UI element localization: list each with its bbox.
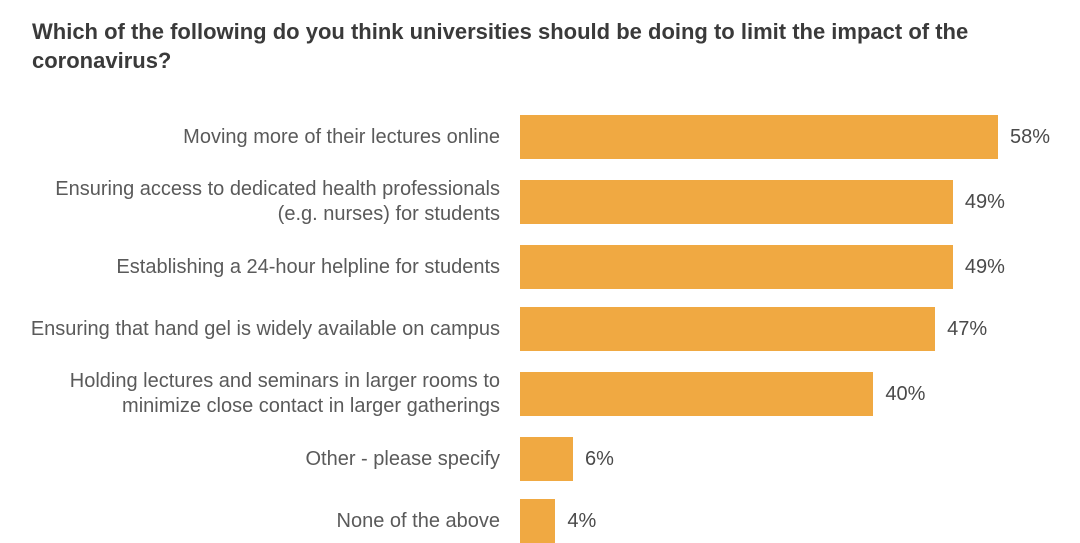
row-label: Holding lectures and seminars in larger … — [30, 369, 520, 419]
row-value: 6% — [573, 448, 614, 471]
row-bar-cell: 47% — [520, 307, 1050, 351]
chart-rows: Moving more of their lectures online 58% E… — [30, 115, 1050, 543]
bar — [520, 115, 998, 159]
row-value: 4% — [555, 510, 596, 533]
row-bar-cell: 58% — [520, 115, 1050, 159]
row-label: Other - please specify — [30, 447, 520, 472]
row-value: 58% — [998, 126, 1050, 149]
row-bar-cell: 40% — [520, 372, 1050, 416]
row-bar-cell: 49% — [520, 245, 1050, 289]
row-bar-cell: 49% — [520, 180, 1050, 224]
row-label: Ensuring access to dedicated health prof… — [30, 177, 520, 227]
chart-row: Ensuring that hand gel is widely availab… — [30, 307, 1050, 351]
chart-row: Establishing a 24-hour helpline for stud… — [30, 245, 1050, 289]
row-label: Moving more of their lectures online — [30, 125, 520, 150]
bar — [520, 499, 555, 543]
chart-row: Other - please specify 6% — [30, 437, 1050, 481]
chart-row: Moving more of their lectures online 58% — [30, 115, 1050, 159]
chart-title: Which of the following do you think univ… — [32, 18, 1050, 75]
bar — [520, 372, 873, 416]
row-label: None of the above — [30, 509, 520, 534]
chart-row: None of the above 4% — [30, 499, 1050, 543]
bar — [520, 307, 935, 351]
bar — [520, 180, 953, 224]
row-value: 47% — [935, 318, 987, 341]
row-label: Establishing a 24-hour helpline for stud… — [30, 255, 520, 280]
row-value: 40% — [873, 383, 925, 406]
bar — [520, 245, 953, 289]
chart-row: Holding lectures and seminars in larger … — [30, 369, 1050, 419]
row-value: 49% — [953, 191, 1005, 214]
row-label: Ensuring that hand gel is widely availab… — [30, 317, 520, 342]
chart-row: Ensuring access to dedicated health prof… — [30, 177, 1050, 227]
row-value: 49% — [953, 256, 1005, 279]
row-bar-cell: 4% — [520, 499, 1050, 543]
row-bar-cell: 6% — [520, 437, 1050, 481]
chart-container: Which of the following do you think univ… — [0, 0, 1080, 525]
bar — [520, 437, 573, 481]
